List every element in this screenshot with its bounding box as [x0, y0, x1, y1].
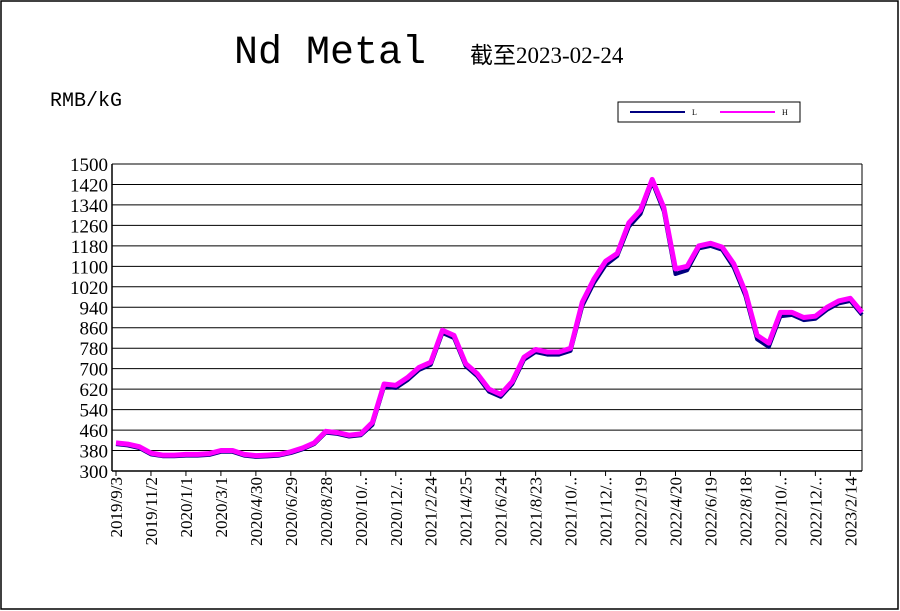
- y-tick-label: 380: [80, 442, 109, 463]
- x-tick-label: 2020/3/1: [212, 477, 231, 537]
- y-tick-label: 1260: [70, 216, 108, 237]
- x-tick-label: 2020/6/29: [282, 477, 301, 546]
- x-tick-label: 2022/6/19: [701, 477, 720, 546]
- chart-subtitle: 截至2023-02-24: [470, 43, 624, 68]
- series-line: [115, 176, 864, 459]
- chart-title: Nd Metal: [234, 31, 426, 76]
- legend-label: L: [692, 108, 697, 117]
- x-tick-label: 2019/11/2: [142, 477, 161, 545]
- x-tick-label: 2021/2/24: [422, 477, 441, 546]
- x-tick-label: 2019/9/3: [107, 477, 126, 537]
- y-axis-label: RMB/kG: [50, 90, 122, 113]
- y-tick-label: 620: [80, 380, 109, 401]
- x-tick-label: 2020/10/..: [352, 477, 371, 546]
- y-tick-label: 860: [80, 319, 109, 340]
- y-tick-label: 1340: [70, 196, 108, 217]
- x-tick-label: 2023/2/14: [841, 477, 860, 546]
- x-tick-label: 2021/6/24: [492, 477, 511, 546]
- x-tick-label: 2021/12/..: [597, 477, 616, 546]
- x-tick-label: 2020/12/..: [387, 477, 406, 546]
- legend-label: H: [782, 108, 788, 117]
- y-tick-label: 700: [80, 360, 109, 381]
- x-tick-label: 2020/8/28: [317, 477, 336, 546]
- x-tick-label: 2022/10/..: [771, 477, 790, 546]
- legend-box: [617, 101, 801, 123]
- x-tick-label: 2020/4/30: [247, 477, 266, 546]
- y-tick-label: 540: [80, 401, 109, 422]
- y-tick-label: 1100: [71, 257, 108, 278]
- y-tick-label: 1020: [70, 278, 108, 299]
- y-tick-label: 1180: [71, 237, 108, 258]
- x-tick-label: 2022/4/20: [667, 477, 686, 546]
- x-tick-label: 2021/4/25: [457, 477, 476, 546]
- x-tick-label: 2022/12/..: [806, 477, 825, 546]
- x-tick-label: 2021/10/..: [562, 477, 581, 546]
- x-tick-label: 2021/8/23: [527, 477, 546, 546]
- y-tick-label: 780: [80, 339, 109, 360]
- x-tick-label: 2020/1/1: [177, 477, 196, 537]
- y-tick-label: 460: [80, 421, 109, 442]
- y-tick-label: 1500: [70, 155, 108, 176]
- y-tick-label: 300: [80, 462, 109, 483]
- y-tick-label: 940: [80, 298, 109, 319]
- x-tick-label: 2022/2/19: [632, 477, 651, 546]
- x-tick-label: 2022/8/18: [736, 477, 755, 546]
- y-tick-label: 1420: [70, 175, 108, 196]
